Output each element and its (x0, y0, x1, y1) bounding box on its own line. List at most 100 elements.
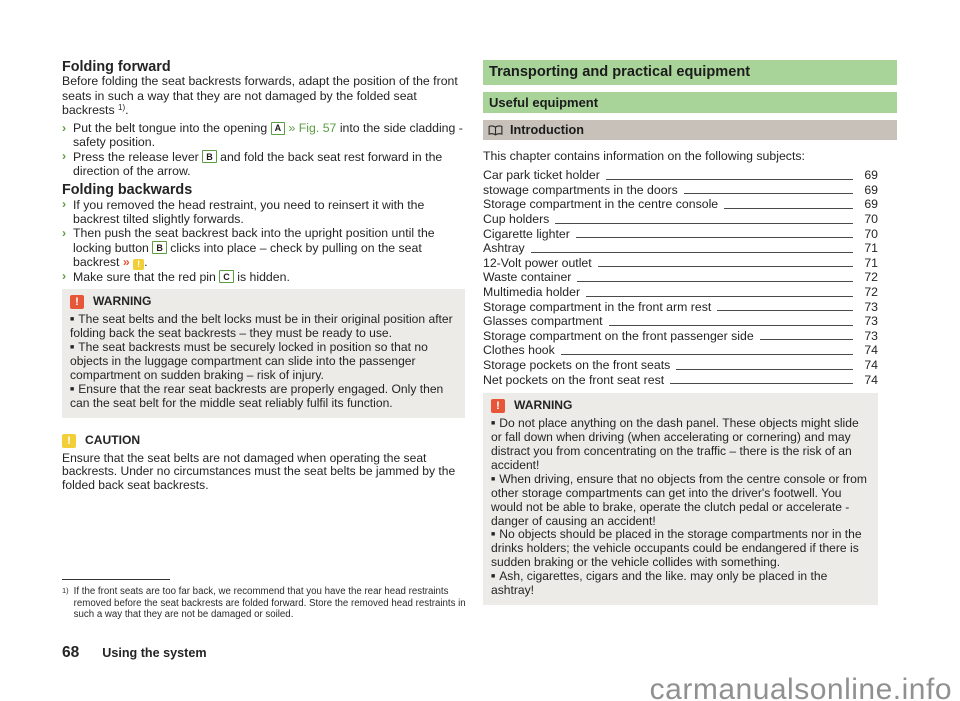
watermark-text: carmanualsonline.info (649, 672, 952, 701)
chapter-intro-text: This chapter contains information on the… (483, 149, 805, 163)
square-bullet-icon: ■ (70, 385, 75, 393)
toc-leader-line (530, 251, 853, 253)
square-bullet-icon: ■ (491, 573, 496, 581)
toc-leader-line (608, 324, 853, 326)
bullet-chevron-icon: › (62, 269, 67, 284)
warning-item-text: Ash, cigarettes, cigars and the like. ma… (491, 569, 828, 598)
caution-title-row: ! CAUTION (62, 433, 465, 448)
toc-item-page-number: 69 (864, 182, 878, 197)
toc-item-page-number: 73 (864, 314, 878, 329)
toc-item[interactable]: Car park ticket holder 69 (483, 168, 878, 183)
folding-forward-intro: Before folding the seat backrests forwar… (62, 74, 465, 117)
footnote-ref-marker: 1) (118, 102, 126, 112)
intro-period: . (125, 102, 129, 117)
toc-item[interactable]: Multimedia holder 72 (483, 285, 878, 300)
bullet-chevron-icon: › (62, 149, 67, 164)
warning-box: ! WARNING ■ The seat belts and the belt l… (62, 289, 465, 418)
step-text: Make sure that the red pin (73, 269, 216, 284)
step-text: into the side cladding - safety position… (73, 121, 463, 150)
toc-leader-line (717, 310, 853, 312)
toc-item[interactable]: Net pockets on the front seat rest 74 (483, 373, 878, 388)
page-footer: 68 Using the system (62, 644, 207, 661)
step-item: › Make sure that the red pin C is hidden… (62, 269, 465, 284)
toc-item-page-number: 72 (864, 285, 878, 300)
toc-item[interactable]: Storage compartment in the front arm res… (483, 300, 878, 315)
warning-item-text: Do not place anything on the dash panel.… (491, 416, 859, 472)
heading-folding-forward: Folding forward (62, 59, 171, 75)
step-item: › Then push the seat backrest back into … (62, 226, 465, 270)
toc-item-label: Net pockets on the front seat rest (483, 372, 665, 387)
toc-leader-line (575, 237, 853, 239)
warning-title-row: ! WARNING (70, 294, 457, 310)
toc-item[interactable]: Storage compartment in the centre consol… (483, 197, 878, 212)
step-text: Put the belt tongue into the opening (73, 121, 268, 136)
warning-item-list: ■ The seat belts and the belt locks must … (70, 312, 457, 411)
toc-item-label: Multimedia holder (483, 285, 581, 300)
step-text: and fold the back seat rest forward in t… (73, 149, 443, 179)
toc-item-page-number: 73 (864, 299, 878, 314)
toc-item-page-number: 70 (864, 212, 878, 227)
open-book-icon (488, 124, 503, 136)
caution-text: Ensure that the seat belts are not damag… (62, 450, 456, 493)
toc-item[interactable]: stowage compartments in the doors 69 (483, 183, 878, 198)
toc-item-page-number: 74 (864, 372, 878, 387)
toc-item-page-number: 69 (864, 168, 878, 183)
toc-item[interactable]: Storage compartment on the front passeng… (483, 329, 878, 344)
caution-icon: ! (62, 433, 76, 448)
toc-item[interactable]: Clothes hook 74 (483, 343, 878, 358)
warning-item: ■ The seat backrests must be securely loc… (70, 339, 457, 383)
toc-item-page-number: 74 (864, 343, 878, 358)
figure-ref-link[interactable]: » Fig. 57 (288, 121, 337, 136)
toc-item-label: Glasses compartment (483, 314, 603, 329)
toc-leader-line (586, 295, 853, 297)
toc-item-label: Storage compartment in the front arm res… (483, 299, 712, 314)
bullet-chevron-icon: › (62, 225, 67, 240)
heading-folding-backwards: Folding backwards (62, 182, 193, 199)
warning-item: ■ Ensure that the rear seat backrests are… (70, 381, 457, 411)
toc-item[interactable]: Waste container 72 (483, 270, 878, 285)
warning-title-row: ! WARNING (491, 398, 870, 414)
warning-item-text: No objects should be placed in the stora… (491, 527, 862, 570)
toc-item[interactable]: Glasses compartment 73 (483, 314, 878, 329)
square-bullet-icon: ■ (491, 531, 496, 539)
toc-item[interactable]: Ashtray 71 (483, 241, 878, 256)
warning-title: WARNING (93, 294, 152, 309)
toc-leader-line (724, 208, 853, 210)
cross-ref-arrow: » (122, 254, 130, 269)
toc-item-page-number: 72 (864, 270, 878, 285)
toc-item[interactable]: Cup holders 70 (483, 212, 878, 227)
key-box-b: B (152, 241, 167, 255)
warning-item-text: The seat belts and the belt locks must b… (70, 312, 453, 341)
step-item: › Press the release lever B and fold the… (62, 149, 465, 179)
warning-item: ■ The seat belts and the belt locks must … (70, 312, 457, 341)
toc-item[interactable]: 12-Volt power outlet 71 (483, 256, 878, 271)
toc-item-label: Clothes hook (483, 343, 555, 358)
footnote-divider (62, 579, 170, 580)
square-bullet-icon: ■ (70, 343, 75, 351)
bullet-chevron-icon: › (62, 120, 67, 135)
table-of-contents: Car park ticket holder 69 stowage compar… (483, 168, 878, 387)
square-bullet-icon: ■ (70, 316, 75, 324)
square-bullet-icon: ■ (491, 475, 496, 483)
footnote-area: 1) If the front seats are too far back, … (62, 579, 472, 621)
page-number: 68 (62, 644, 80, 661)
toc-leader-line (670, 383, 853, 385)
toc-item-label: Storage compartment in the centre consol… (483, 197, 719, 212)
toc-item-page-number: 73 (864, 328, 878, 343)
introduction-bar: Introduction (483, 120, 897, 140)
warning-item-text: The seat backrests must be securely lock… (70, 339, 428, 382)
toc-item-label: stowage compartments in the doors (483, 182, 678, 197)
warning-item-text: Ensure that the rear seat backrests are … (70, 381, 444, 410)
warning-item: ■ Ash, cigarettes, cigars and the like. m… (491, 569, 870, 598)
toc-item-page-number: 74 (864, 358, 878, 373)
toc-item[interactable]: Cigarette lighter 70 (483, 227, 878, 242)
toc-leader-line (683, 193, 853, 195)
toc-leader-line (676, 368, 853, 370)
toc-leader-line (555, 222, 853, 224)
toc-item-label: Waste container (483, 270, 572, 285)
left-column: Folding forward Before folding the seat … (62, 60, 465, 497)
toc-leader-line (577, 281, 853, 283)
toc-item-label: Ashtray (483, 241, 525, 256)
right-column: Transporting and practical equipment Use… (483, 60, 897, 615)
toc-item[interactable]: Storage pockets on the front seats 74 (483, 358, 878, 373)
